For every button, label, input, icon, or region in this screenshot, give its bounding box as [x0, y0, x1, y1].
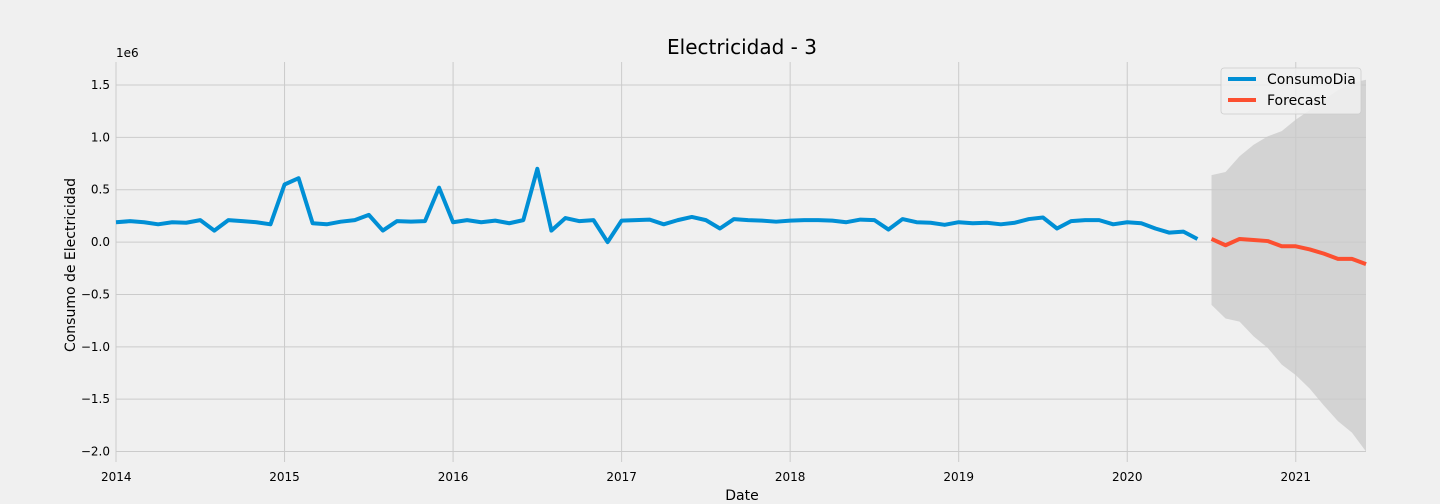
legend-label-consumodia: ConsumoDia: [1267, 72, 1356, 88]
y-tick-label: −1.0: [81, 340, 110, 354]
x-axis-title: Date: [725, 488, 758, 504]
legend: ConsumoDia Forecast: [1220, 67, 1362, 115]
x-tick-label: 2019: [943, 470, 974, 484]
confidence-band: [1211, 79, 1366, 452]
grid-lines: [115, 62, 1366, 462]
y-axis-offset-label: 1e6: [116, 46, 139, 60]
x-tick-label: 2016: [438, 470, 469, 484]
y-axis-title: Consumo de Electricidad: [63, 178, 79, 352]
chart-title: Electricidad - 3: [667, 35, 817, 59]
series-line-consumodia: [115, 166, 1199, 245]
x-tick-label: 2018: [775, 470, 806, 484]
y-tick-label: 1.0: [91, 130, 110, 144]
y-tick-label: 0.0: [91, 235, 110, 249]
y-tick-label: −1.5: [81, 392, 110, 406]
y-tick-label: 1.5: [91, 78, 110, 92]
series-line-forecast: [1210, 236, 1367, 266]
tick-labels: 1.5 1.0 0.5 0.0 −0.5 −1.0 −1.5 −2.0 2014 2015 2016…: [81, 78, 1311, 484]
confidence-band-group: [1211, 79, 1366, 452]
x-tick-label: 2021: [1281, 470, 1312, 484]
legend-label-forecast: Forecast: [1267, 93, 1327, 109]
y-tick-label: −2.0: [81, 445, 110, 459]
x-tick-label: 2020: [1112, 470, 1143, 484]
x-tick-label: 2017: [606, 470, 637, 484]
series-lines: [115, 166, 1367, 266]
y-tick-label: −0.5: [81, 287, 110, 301]
x-tick-label: 2014: [101, 470, 132, 484]
x-tick-label: 2015: [269, 470, 300, 484]
y-tick-label: 0.5: [91, 183, 110, 197]
